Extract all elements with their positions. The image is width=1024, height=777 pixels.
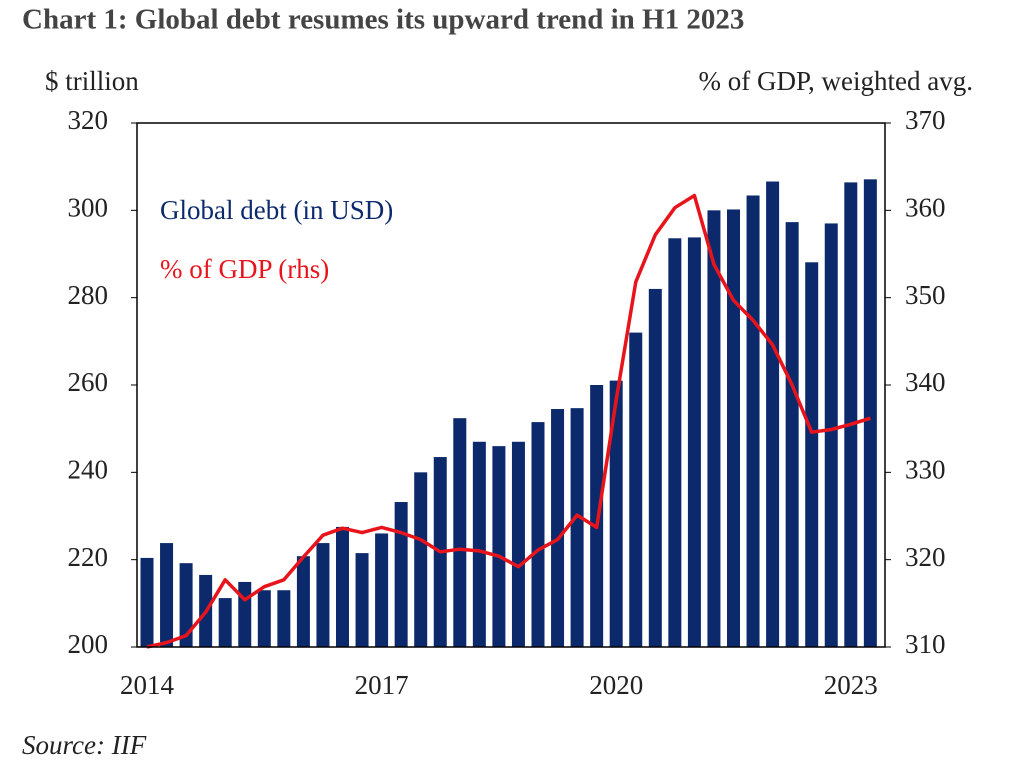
bar [160,543,174,647]
bar [511,441,525,647]
y2-tick-label: 310 [905,629,946,659]
bar [766,181,780,647]
bar [414,472,428,647]
bar [355,553,369,647]
bar [668,238,682,647]
source: Source: IIF [22,730,147,760]
x-tick-label: 2023 [824,670,878,700]
bar [648,288,662,647]
bar [707,210,721,648]
bar [785,222,799,647]
bar [863,179,877,647]
y2-tick-label: 330 [905,455,946,485]
y-axis-label: $ trillion [45,66,139,96]
y-tick-label: 220 [68,542,109,572]
bar [551,409,565,647]
bar [472,441,486,647]
y2-tick-label: 350 [905,280,946,310]
bar [629,332,643,647]
bar [179,563,193,647]
bar [844,182,858,648]
y2-axis-label: % of GDP, weighted avg. [699,66,973,96]
x-tick-label: 2014 [120,670,175,700]
bar [218,598,232,647]
bar [375,533,389,647]
y2-tick-label: 340 [905,367,946,397]
bar [316,543,330,647]
bar [336,526,349,647]
chart-title: Chart 1: Global debt resumes its upward … [22,4,744,36]
y-tick-label: 300 [68,193,109,223]
y-tick-label: 320 [68,105,109,135]
bar [824,223,838,647]
bar [453,418,467,647]
line [146,193,871,649]
x-tick-label: 2020 [589,670,643,700]
bar [609,380,623,647]
bar [238,581,252,647]
bar [257,590,271,647]
plot-frame [136,122,886,648]
bar [687,237,701,647]
x-tick-label: 2017 [355,670,409,700]
y-tick-label: 260 [68,367,109,397]
bar [746,195,760,647]
y2-tick-label: 370 [905,105,946,135]
bar [805,262,819,647]
bar [570,408,584,647]
y2-tick-label: 360 [905,193,946,223]
y2-tick-label: 320 [905,542,946,572]
y-tick-label: 240 [68,455,109,485]
bar [140,557,154,647]
y-tick-label: 280 [68,280,109,310]
bar [394,502,408,647]
y-tick-label: 200 [68,629,109,659]
bar [531,422,545,647]
bar [492,446,506,647]
legend-entry: Global debt (in USD) [160,195,393,225]
bar [727,209,740,647]
legend-entry: % of GDP (rhs) [160,254,329,284]
bar [277,590,291,647]
bar [296,556,310,647]
bar [590,385,604,647]
